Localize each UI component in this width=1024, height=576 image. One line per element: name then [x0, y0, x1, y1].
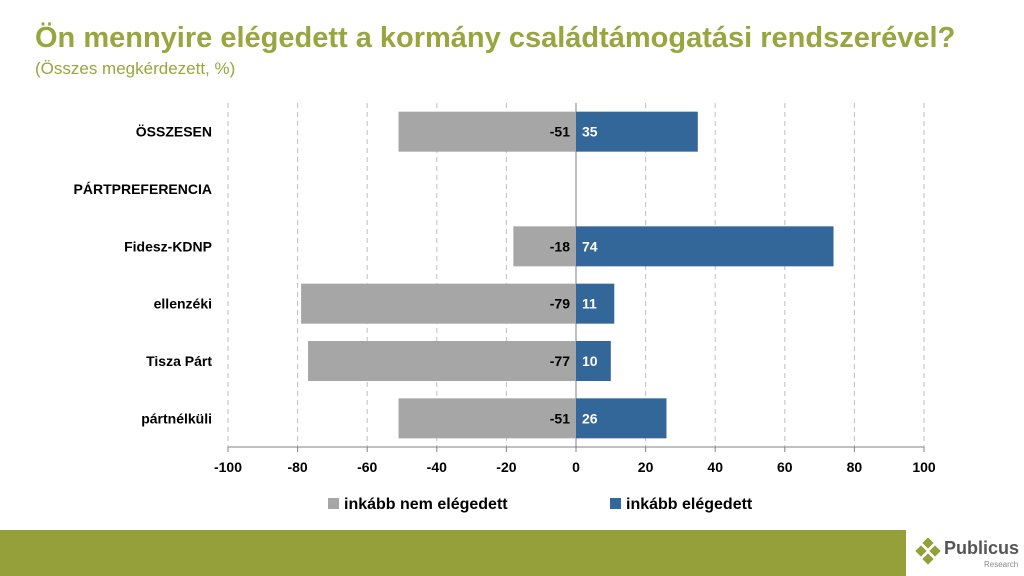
x-tick-label: 20: [638, 459, 654, 475]
x-tick-label: 100: [912, 459, 936, 475]
bar-not-satisfied: [513, 226, 576, 267]
x-tick-label: 60: [777, 459, 793, 475]
data-label: 35: [582, 124, 598, 140]
bar-satisfied: [576, 111, 698, 152]
bar-not-satisfied: [301, 283, 576, 324]
bar-not-satisfied: [308, 341, 576, 381]
bar-satisfied: [576, 226, 834, 267]
data-label: 10: [582, 353, 598, 369]
category-label: PÁRTPREFERENCIA: [74, 181, 212, 197]
bar-not-satisfied: [398, 398, 576, 439]
x-tick-label: 80: [847, 459, 863, 475]
data-label: 74: [582, 238, 598, 254]
category-label: ÖSSZESEN: [136, 124, 212, 140]
legend-label: inkább elégedett: [626, 496, 753, 513]
bar-not-satisfied: [398, 111, 576, 152]
category-label: pártnélküli: [141, 410, 212, 426]
x-tick-label: -100: [214, 459, 242, 475]
x-tick-label: 0: [572, 459, 580, 475]
category-label: Fidesz-KDNP: [124, 238, 212, 254]
data-label: -77: [550, 353, 570, 369]
chart-title: Ön mennyire elégedett a kormány családtá…: [35, 22, 956, 54]
x-tick-label: 40: [707, 459, 723, 475]
bar-satisfied: [576, 341, 611, 381]
bar-satisfied: [576, 283, 615, 324]
x-tick-label: -20: [496, 459, 516, 475]
x-tick-label: -60: [357, 459, 377, 475]
logo-text: Publicus: [944, 538, 1020, 558]
legend-label: inkább nem elégedett: [344, 496, 508, 513]
category-label: Tisza Párt: [146, 353, 212, 369]
data-label: 11: [582, 296, 597, 312]
chart-subtitle: (Összes megkérdezett, %): [35, 59, 236, 78]
footer-band: [0, 530, 1024, 576]
bar-chart: -100 -80 -60 -40 -20 0 20 40 60 80 100 ÖSSZESEN -51 3…: [74, 103, 936, 513]
bar-satisfied: [576, 398, 667, 439]
legend-swatch: [610, 498, 621, 509]
category-label: ellenzéki: [154, 296, 212, 312]
publicus-logo: Publicus Research: [906, 530, 1024, 576]
data-label: -51: [550, 124, 570, 140]
x-tick-label: -80: [287, 459, 307, 475]
legend-swatch: [328, 498, 339, 509]
x-tick-label: -40: [427, 459, 447, 475]
logo-subtext: Research: [984, 560, 1019, 569]
data-label: -79: [550, 296, 570, 312]
data-label: 26: [582, 410, 598, 426]
data-label: -18: [550, 238, 570, 254]
logo-diamonds-icon: [915, 538, 941, 565]
data-label: -51: [550, 410, 570, 426]
